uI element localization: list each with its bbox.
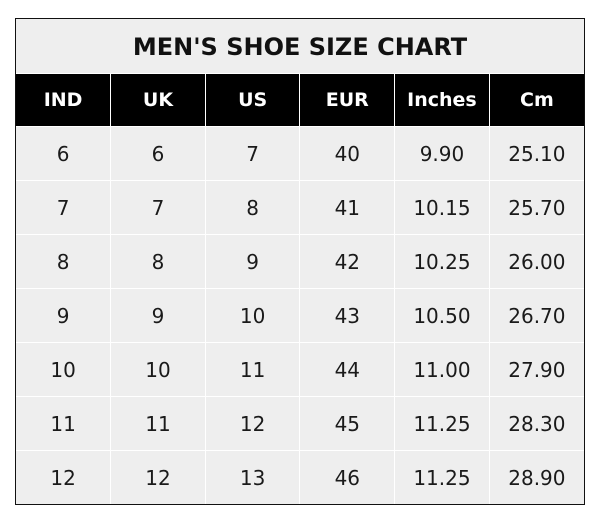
column-header-ind: IND bbox=[16, 74, 111, 127]
cell-us: 10 bbox=[204, 288, 300, 343]
column-header-us: US bbox=[204, 74, 300, 127]
cell-eur: 44 bbox=[299, 342, 395, 397]
cell-inches: 10.15 bbox=[394, 180, 490, 235]
cell-us: 7 bbox=[204, 126, 300, 181]
cell-us: 13 bbox=[204, 450, 300, 504]
cell-cm: 26.00 bbox=[488, 234, 584, 289]
cell-uk: 8 bbox=[110, 234, 206, 289]
cell-uk: 12 bbox=[110, 450, 206, 504]
cell-ind: 9 bbox=[16, 288, 111, 343]
header-row: IND UK US EUR Inches Cm bbox=[16, 74, 584, 127]
cell-uk: 9 bbox=[110, 288, 206, 343]
cell-ind: 11 bbox=[16, 396, 111, 451]
cell-uk: 7 bbox=[110, 180, 206, 235]
cell-uk: 10 bbox=[110, 342, 206, 397]
size-chart: MEN'S SHOE SIZE CHART IND UK US EUR Inches Cm… bbox=[15, 18, 585, 505]
cell-ind: 12 bbox=[16, 450, 111, 504]
table-row: 11 11 12 45 11.25 28.30 bbox=[16, 396, 584, 451]
cell-inches: 11.25 bbox=[394, 450, 490, 504]
chart-title: MEN'S SHOE SIZE CHART bbox=[16, 19, 584, 74]
cell-cm: 26.70 bbox=[488, 288, 584, 343]
cell-ind: 7 bbox=[16, 180, 111, 235]
cell-eur: 42 bbox=[299, 234, 395, 289]
cell-inches: 10.50 bbox=[394, 288, 490, 343]
size-table: IND UK US EUR Inches Cm 6 6 7 40 9.90 25.10 7 7 8 41 10… bbox=[16, 74, 584, 504]
cell-ind: 6 bbox=[16, 126, 111, 181]
cell-eur: 43 bbox=[299, 288, 395, 343]
cell-cm: 28.90 bbox=[488, 450, 584, 504]
table-row: 6 6 7 40 9.90 25.10 bbox=[16, 126, 584, 181]
column-header-uk: UK bbox=[110, 74, 206, 127]
table-row: 9 9 10 43 10.50 26.70 bbox=[16, 288, 584, 343]
table-row: 7 7 8 41 10.15 25.70 bbox=[16, 180, 584, 235]
cell-uk: 11 bbox=[110, 396, 206, 451]
cell-inches: 10.25 bbox=[394, 234, 490, 289]
cell-cm: 25.70 bbox=[488, 180, 584, 235]
column-header-cm: Cm bbox=[488, 74, 584, 127]
table-row: 10 10 11 44 11.00 27.90 bbox=[16, 342, 584, 397]
cell-eur: 40 bbox=[299, 126, 395, 181]
cell-ind: 8 bbox=[16, 234, 111, 289]
cell-us: 11 bbox=[204, 342, 300, 397]
cell-inches: 11.00 bbox=[394, 342, 490, 397]
table-row: 8 8 9 42 10.25 26.00 bbox=[16, 234, 584, 289]
cell-cm: 28.30 bbox=[488, 396, 584, 451]
cell-inches: 9.90 bbox=[394, 126, 490, 181]
cell-uk: 6 bbox=[110, 126, 206, 181]
cell-eur: 41 bbox=[299, 180, 395, 235]
column-header-inches: Inches bbox=[394, 74, 490, 127]
cell-eur: 46 bbox=[299, 450, 395, 504]
cell-us: 9 bbox=[204, 234, 300, 289]
cell-cm: 27.90 bbox=[488, 342, 584, 397]
table-row: 12 12 13 46 11.25 28.90 bbox=[16, 450, 584, 504]
cell-cm: 25.10 bbox=[488, 126, 584, 181]
cell-inches: 11.25 bbox=[394, 396, 490, 451]
column-header-eur: EUR bbox=[299, 74, 395, 127]
cell-us: 8 bbox=[204, 180, 300, 235]
cell-ind: 10 bbox=[16, 342, 111, 397]
cell-eur: 45 bbox=[299, 396, 395, 451]
cell-us: 12 bbox=[204, 396, 300, 451]
